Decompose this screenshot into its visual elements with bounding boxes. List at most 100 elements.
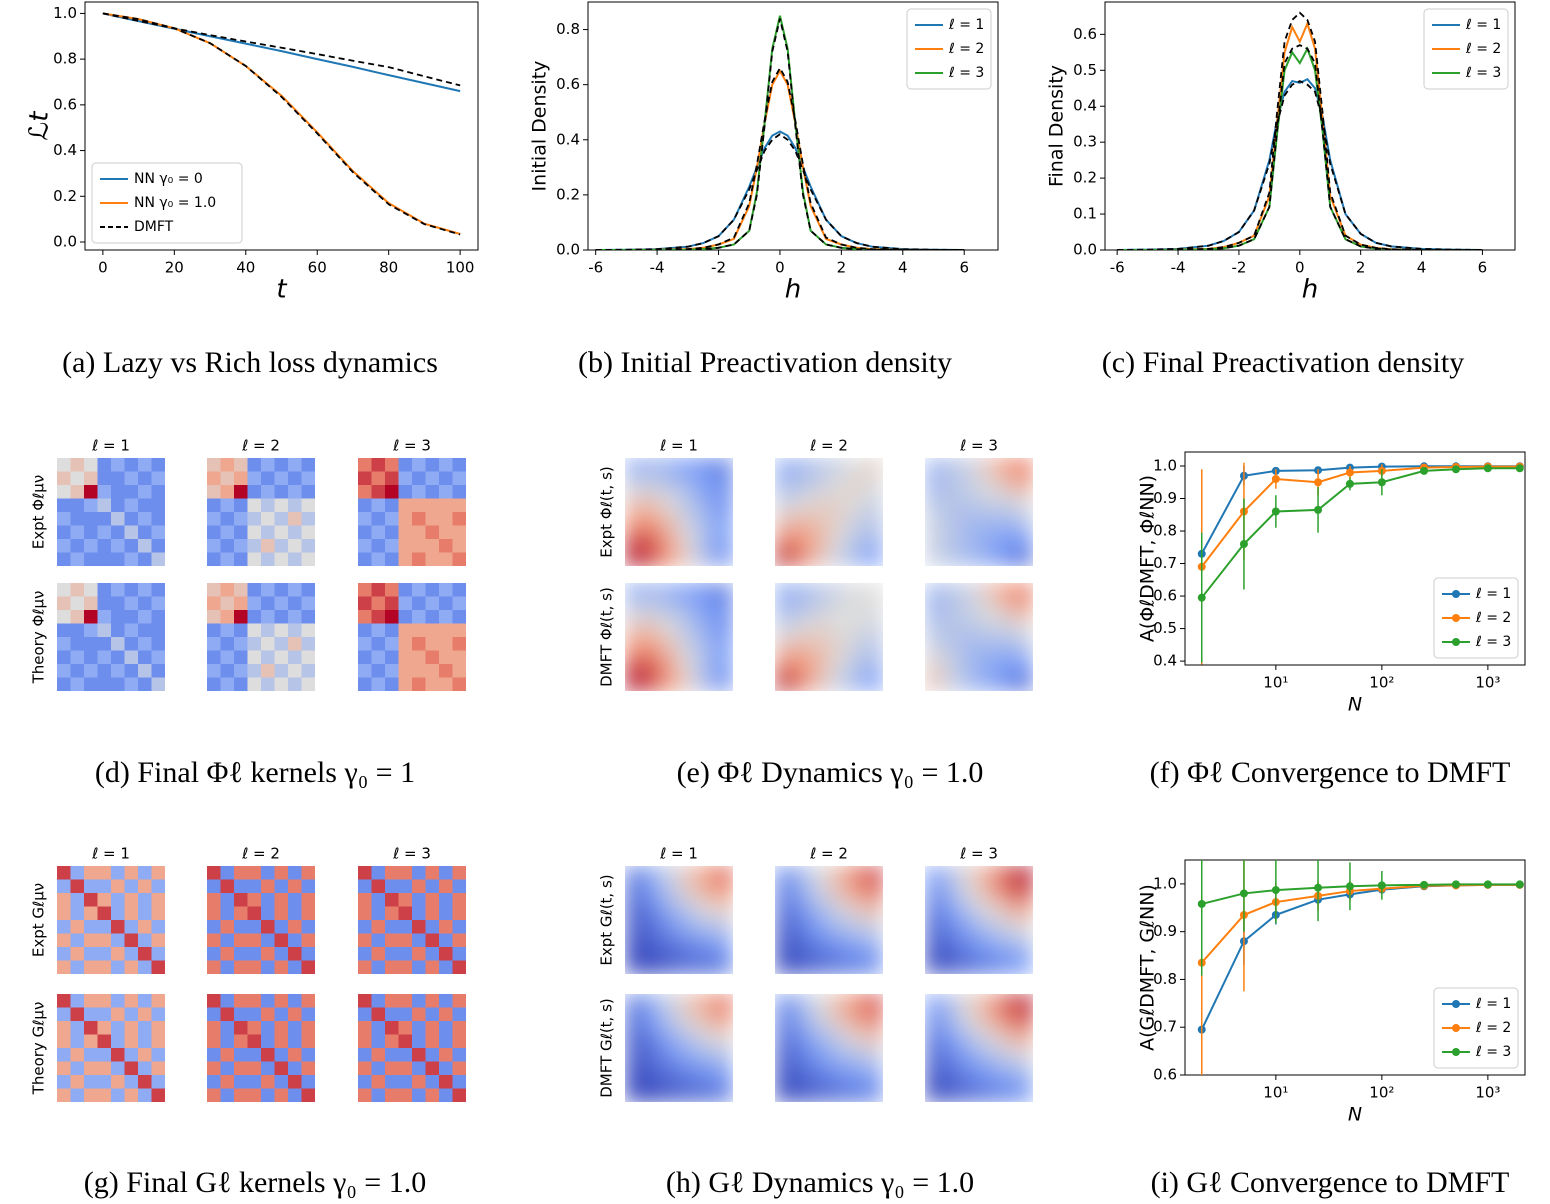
heatmap-cell — [70, 637, 85, 651]
column-label: ℓ = 3 — [392, 437, 431, 455]
heatmap-cell — [207, 1034, 221, 1049]
heatmap-cell — [274, 485, 289, 499]
heatmap-cell — [207, 583, 221, 597]
heatmap-cell — [439, 677, 453, 691]
heatmap-cell — [385, 623, 399, 638]
heatmap-cell — [425, 650, 440, 665]
heatmap-cell — [925, 494, 944, 513]
heatmap-cell — [943, 619, 962, 638]
heatmap-cell — [57, 1061, 71, 1076]
heatmap-cell — [979, 512, 998, 531]
heatmap-cell — [811, 476, 830, 495]
column-label: ℓ = 2 — [809, 437, 848, 455]
heatmap-cell — [207, 623, 221, 638]
heatmap-cell — [57, 893, 71, 907]
heatmap-cell — [84, 893, 98, 907]
heatmap-cells — [625, 994, 733, 1102]
heatmap — [358, 866, 466, 974]
heatmap-cell — [1015, 583, 1033, 602]
heatmap-cells — [207, 994, 315, 1102]
heatmap-cell — [961, 494, 980, 513]
heatmap-cell — [358, 1034, 372, 1049]
x-tick-label: 100 — [446, 259, 475, 277]
heatmap-cell — [84, 525, 98, 540]
heatmap-cell — [301, 677, 315, 691]
heatmap-cell — [961, 1048, 980, 1067]
heatmap-cell — [234, 664, 248, 678]
heatmap — [625, 994, 733, 1102]
point — [1345, 479, 1354, 488]
y-tick-label: 0.4 — [1073, 97, 1097, 115]
heatmap-cell — [138, 1075, 152, 1089]
heatmap-cell — [1015, 494, 1033, 513]
heatmap-cell — [425, 1088, 440, 1102]
heatmap-cell — [301, 960, 315, 974]
heatmap-cell — [775, 583, 794, 602]
heatmap-cell — [412, 1088, 426, 1102]
caption: (d) Final Φℓ kernels γ₀ = 1 — [95, 756, 415, 789]
heatmap-cell — [124, 960, 139, 974]
heatmap-cell — [793, 1048, 812, 1067]
heatmap-cell — [234, 458, 248, 472]
x-tick-label: -2 — [711, 259, 726, 277]
heatmap-cell — [247, 664, 262, 678]
heatmap-cell — [439, 1088, 453, 1102]
heatmap-cell — [151, 525, 165, 540]
heatmap-cell — [425, 1048, 440, 1062]
heatmap-cell — [247, 485, 262, 499]
heatmap-cell — [261, 1021, 275, 1035]
heatmap-cell — [775, 884, 794, 903]
heatmap-cell — [412, 610, 426, 624]
heatmap-cell — [661, 902, 680, 921]
heatmap-cell — [715, 1048, 733, 1067]
heatmap-cell — [234, 471, 248, 486]
heatmap-cell — [697, 902, 716, 921]
heatmap-cell — [1015, 601, 1033, 620]
heatmap-cell — [943, 548, 962, 566]
heatmap-cell — [1015, 548, 1033, 566]
heatmap-cell — [679, 884, 698, 903]
heatmap-cell — [412, 1048, 426, 1062]
heatmap-cell — [865, 1012, 883, 1031]
heatmap-cell — [412, 1034, 426, 1049]
heatmap-cell — [207, 1048, 221, 1062]
heatmap-cell — [452, 498, 466, 513]
heatmap-cell — [70, 1088, 85, 1102]
heatmap-cell — [829, 458, 848, 477]
heatmap-cell — [138, 552, 152, 566]
heatmap-cell — [84, 677, 98, 691]
heatmap-cell — [715, 994, 733, 1013]
heatmap-cell — [124, 471, 139, 486]
heatmap-cell — [261, 1061, 275, 1076]
heatmap-cell — [793, 902, 812, 921]
heatmap-cell — [793, 619, 812, 638]
heatmap-cell — [412, 458, 426, 472]
caption: (i) Gℓ Convergence to DMFT — [1151, 1166, 1510, 1199]
point — [1314, 883, 1323, 892]
heatmap-cell — [979, 1012, 998, 1031]
heatmap-cell — [70, 1021, 85, 1035]
heatmap-cell — [847, 458, 866, 477]
heatmap-cell — [425, 1034, 440, 1049]
heatmap-cell — [97, 947, 112, 961]
heatmap-cell — [811, 458, 830, 477]
heatmap-cell — [811, 673, 830, 691]
heatmap-cell — [412, 525, 426, 540]
heatmap-cell — [234, 677, 248, 691]
heatmap-cell — [358, 623, 372, 638]
heatmap-cell — [111, 650, 125, 665]
heatmap-cell — [97, 485, 112, 499]
heatmap-cell — [207, 947, 221, 961]
heatmap-cell — [452, 664, 466, 678]
heatmap-cell — [398, 1048, 413, 1062]
heatmap-cell — [247, 1075, 262, 1089]
heatmap-cell — [925, 866, 944, 885]
heatmap-cell — [220, 539, 235, 553]
heatmap-cell — [151, 623, 165, 638]
heatmap-cell — [138, 539, 152, 553]
heatmap-cell — [715, 655, 733, 674]
heatmap-cell — [138, 1034, 152, 1049]
heatmap-cell — [847, 530, 866, 549]
heatmap-cell — [793, 601, 812, 620]
x-tick-label: 0 — [98, 259, 108, 277]
